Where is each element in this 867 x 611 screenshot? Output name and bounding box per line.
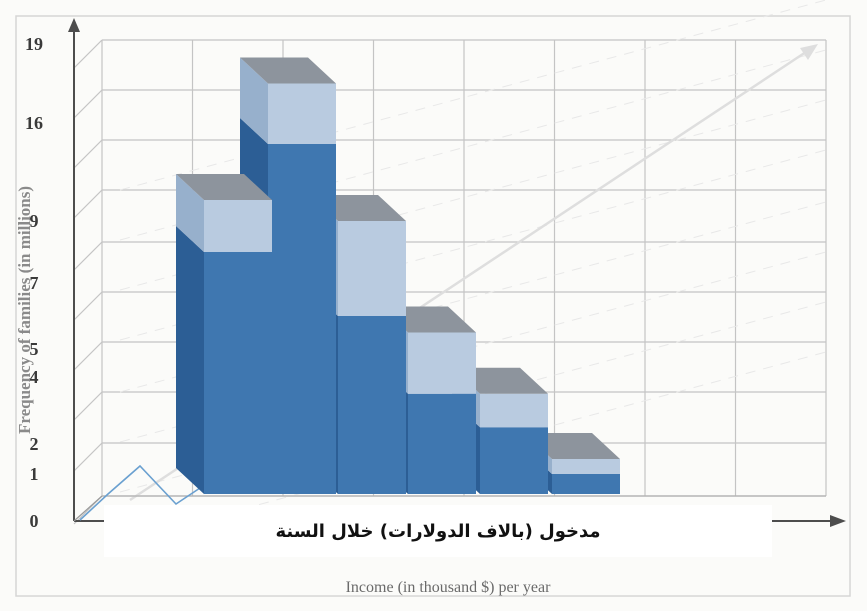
- grid-guide: [119, 0, 827, 191]
- grid-line-depth: [73, 89, 103, 119]
- y-tick-label: 7: [30, 273, 39, 293]
- bar-1: [176, 174, 272, 494]
- trend-arrowhead: [800, 44, 818, 60]
- bar-side-lower: [176, 226, 204, 494]
- frequency-polygon-line: [79, 464, 201, 521]
- grid-line-depth: [73, 139, 103, 169]
- bar-front-upper: [338, 221, 406, 316]
- y-axis-arrowhead: [68, 18, 80, 32]
- y-tick-labels: 0 1 2 4 5 7 9 16 19: [25, 34, 43, 531]
- grid-line-depth: [73, 442, 103, 472]
- y-tick-label: 1: [30, 464, 39, 484]
- grid-line-depth: [73, 241, 103, 271]
- bar-front-lower: [204, 252, 272, 494]
- bar-top: [240, 57, 336, 84]
- bar-top: [176, 174, 272, 200]
- bars: [176, 57, 620, 494]
- bar-front-upper: [204, 200, 272, 252]
- y-tick-label: 0: [30, 511, 39, 531]
- y-tick-label: 2: [30, 434, 39, 454]
- grid-guide: [119, 201, 827, 393]
- bar-side-upper: [240, 57, 268, 144]
- grid-line-depth: [73, 189, 103, 219]
- bar-front-lower: [552, 474, 620, 494]
- grid-line-depth: [73, 39, 103, 69]
- bar-front-lower: [480, 427, 548, 494]
- grid-line-depth: [73, 291, 103, 321]
- chart-frame: [15, 15, 851, 597]
- y-tick-label: 5: [30, 339, 39, 359]
- grid-guide: [119, 99, 827, 291]
- bar-front-lower: [268, 144, 336, 494]
- bar-front-lower: [338, 316, 406, 494]
- y-tick-label: 4: [30, 367, 39, 387]
- bar-front-lower: [408, 393, 476, 494]
- grid-line-depth: [73, 341, 103, 371]
- bar-front-upper: [480, 393, 548, 428]
- bar-front-upper: [552, 459, 620, 474]
- x-axis-arrowhead: [830, 515, 846, 527]
- bar-front-upper: [408, 332, 476, 394]
- x-axis-title: Income (in thousand $) per year: [346, 579, 551, 596]
- grid-line-depth: [73, 391, 103, 421]
- caption-text: مدخول (بالاف الدولارات) خلال السنة: [275, 520, 601, 542]
- caption-overlay: مدخول (بالاف الدولارات) خلال السنة: [104, 505, 772, 557]
- grid-guide: [119, 49, 827, 241]
- bar-front-upper: [268, 83, 336, 144]
- grid-guide: [119, 149, 827, 341]
- y-tick-label: 19: [25, 34, 43, 54]
- floor-corner: [73, 495, 103, 522]
- y-tick-label: 9: [30, 211, 39, 231]
- y-axis-title: Frequency of families (in millions): [15, 186, 34, 434]
- y-tick-label: 16: [25, 113, 43, 133]
